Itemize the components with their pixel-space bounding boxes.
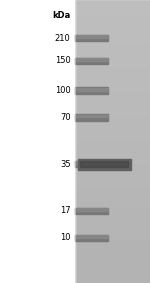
Bar — [75, 161, 108, 167]
Bar — [75, 114, 108, 121]
Text: 100: 100 — [55, 86, 70, 95]
Bar — [75, 235, 108, 238]
Bar — [75, 58, 108, 64]
Bar — [80, 161, 128, 167]
Bar — [75, 161, 108, 164]
Text: 35: 35 — [60, 160, 70, 169]
Text: 210: 210 — [55, 34, 70, 43]
Bar — [75, 88, 108, 91]
Bar — [0, 0, 75, 283]
Bar — [78, 159, 130, 170]
Bar — [75, 87, 108, 94]
Bar — [75, 58, 108, 61]
Text: 17: 17 — [60, 206, 70, 215]
Bar — [75, 0, 150, 283]
Bar — [75, 208, 108, 211]
Bar — [75, 208, 108, 214]
Text: 10: 10 — [60, 233, 70, 242]
Text: 70: 70 — [60, 113, 70, 122]
Text: kDa: kDa — [52, 11, 70, 20]
Bar — [75, 115, 108, 117]
Bar — [75, 235, 108, 241]
Bar — [75, 35, 108, 41]
Text: 150: 150 — [55, 56, 70, 65]
Bar — [75, 35, 108, 38]
